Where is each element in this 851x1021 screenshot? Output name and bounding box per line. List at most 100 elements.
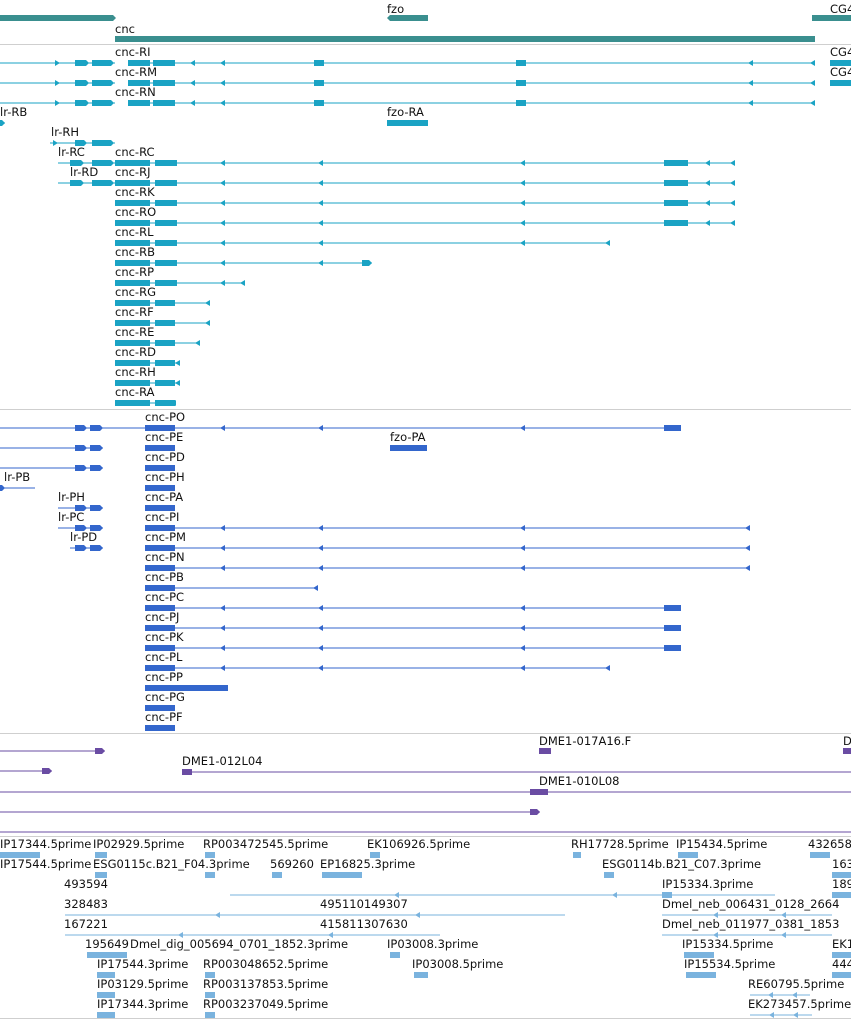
protein-label[interactable]: lr-PD (70, 530, 98, 544)
clone-label[interactable]: D (843, 734, 851, 748)
exon-block[interactable] (155, 340, 175, 346)
strand-arrow[interactable] (313, 585, 318, 591)
est-label[interactable]: 415811307630 (320, 917, 408, 931)
exon-block[interactable] (664, 180, 688, 186)
est-label[interactable]: ESG0115c.B21_F04.3prime (93, 857, 250, 871)
gene-label-cnc[interactable]: cnc (115, 22, 135, 36)
strand-arrow[interactable] (318, 565, 323, 571)
exon-block[interactable] (115, 280, 150, 286)
exon-block[interactable] (155, 180, 177, 186)
exon-block[interactable] (115, 36, 815, 42)
exon-block[interactable] (314, 100, 324, 106)
transcript-label[interactable]: lr-RD (70, 165, 99, 179)
exon-block[interactable] (145, 425, 175, 431)
exon-block[interactable] (75, 465, 87, 471)
est-label[interactable]: 195649 (85, 937, 129, 951)
clone-label[interactable]: DME1-010L08 (539, 774, 620, 788)
transcript-label[interactable]: cnc-RK (115, 185, 155, 199)
strand-arrow[interactable] (318, 645, 323, 651)
exon-block[interactable] (153, 60, 175, 66)
strand-arrow[interactable] (220, 565, 225, 571)
est-label[interactable]: RP003048652.5prime (203, 957, 329, 971)
strand-arrow[interactable] (171, 400, 176, 406)
exon-block[interactable] (832, 872, 851, 878)
strand-arrow[interactable] (705, 200, 710, 206)
exon-block[interactable] (664, 425, 681, 431)
strand-arrow[interactable] (810, 80, 815, 86)
strand-arrow[interactable] (792, 992, 797, 998)
exon-block[interactable] (115, 320, 150, 326)
exon-block[interactable] (87, 952, 127, 958)
protein-label[interactable]: cnc-PP (145, 670, 183, 684)
strand-arrow[interactable] (220, 160, 225, 166)
strand-arrow[interactable] (318, 160, 323, 166)
strand-arrow[interactable] (520, 200, 525, 206)
exon-block[interactable] (97, 972, 115, 978)
exon-block[interactable] (664, 625, 681, 631)
exon-block[interactable] (145, 505, 175, 511)
strand-arrow[interactable] (220, 240, 225, 246)
strand-arrow[interactable] (520, 605, 525, 611)
exon-block[interactable] (145, 665, 175, 671)
est-label[interactable]: IP15334.3prime (662, 877, 754, 891)
strand-arrow[interactable] (55, 80, 60, 86)
protein-label[interactable]: cnc-PJ (145, 610, 180, 624)
strand-arrow[interactable] (190, 80, 195, 86)
strand-arrow[interactable] (520, 180, 525, 186)
exon-block[interactable] (145, 685, 228, 691)
exon-block[interactable] (0, 120, 5, 126)
strand-arrow[interactable] (730, 180, 735, 186)
exon-block[interactable] (205, 852, 215, 858)
strand-arrow[interactable] (220, 200, 225, 206)
strand-arrow[interactable] (220, 605, 225, 611)
est-label[interactable]: 167221 (64, 917, 108, 931)
transcript-label[interactable]: fzo-RA (387, 105, 424, 119)
strand-arrow[interactable] (730, 160, 735, 166)
clone-label[interactable]: DME1-012L04 (182, 754, 263, 768)
exon-block[interactable] (75, 445, 87, 451)
strand-arrow[interactable] (713, 932, 718, 938)
strand-arrow[interactable] (612, 892, 617, 898)
exon-block[interactable] (686, 972, 716, 978)
est-label[interactable]: RP003137853.5prime (203, 977, 329, 991)
exon-block[interactable] (75, 80, 89, 86)
exon-block[interactable] (153, 100, 175, 106)
strand-arrow[interactable] (220, 260, 225, 266)
est-label[interactable]: EK106926.5prime (367, 837, 471, 851)
protein-label[interactable]: fzo-PA (390, 430, 426, 444)
exon-block[interactable] (205, 872, 215, 878)
exon-block[interactable] (115, 240, 150, 246)
strand-arrow[interactable] (394, 892, 399, 898)
exon-block[interactable] (145, 565, 175, 571)
strand-arrow[interactable] (730, 200, 735, 206)
strand-arrow[interactable] (745, 545, 750, 551)
exon-block[interactable] (115, 180, 150, 186)
protein-label[interactable]: cnc-PC (145, 590, 185, 604)
transcript-label[interactable]: cnc-RM (115, 65, 157, 79)
strand-arrow[interactable] (318, 525, 323, 531)
exon-block[interactable] (0, 852, 40, 858)
strand-arrow[interactable] (705, 220, 710, 226)
protein-label[interactable]: cnc-PF (145, 710, 183, 724)
strand-arrow[interactable] (748, 60, 753, 66)
strand-arrow[interactable] (520, 425, 525, 431)
exon-block[interactable] (95, 852, 107, 858)
protein-label[interactable]: lr-PH (58, 490, 85, 504)
exon-block[interactable] (664, 220, 688, 226)
exon-block[interactable] (664, 605, 681, 611)
strand-arrow[interactable] (781, 912, 786, 918)
exon-block[interactable] (128, 100, 150, 106)
strand-arrow[interactable] (748, 80, 753, 86)
est-label[interactable]: IP15334.5prime (682, 937, 774, 951)
est-label[interactable]: 328483 (64, 897, 108, 911)
strand-arrow[interactable] (520, 240, 525, 246)
exon-block[interactable] (390, 952, 400, 958)
est-label[interactable]: IP17544.5prime (0, 857, 92, 871)
strand-arrow[interactable] (810, 100, 815, 106)
exon-block[interactable] (604, 872, 614, 878)
strand-arrow[interactable] (55, 100, 60, 106)
transcript-label[interactable]: lr-RB (0, 105, 28, 119)
transcript-label[interactable]: cnc-RA (115, 385, 155, 399)
